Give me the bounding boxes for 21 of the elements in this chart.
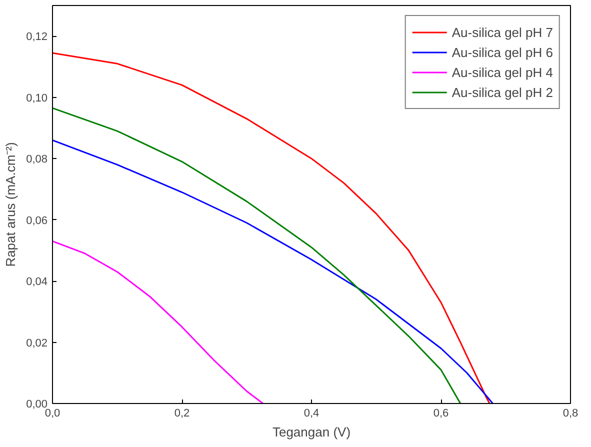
y-tick-label: 0,10 xyxy=(26,92,48,104)
legend-label: Au-silica gel pH 6 xyxy=(452,44,553,60)
y-tick-label: 0,08 xyxy=(26,154,48,166)
x-tick-label: 0,8 xyxy=(562,408,578,420)
x-tick-label: 0,2 xyxy=(174,408,190,420)
x-tick-label: 0,6 xyxy=(433,408,449,420)
y-tick-label: 0,00 xyxy=(26,398,48,410)
line-series xyxy=(52,107,462,404)
y-tick-label: 0,02 xyxy=(26,337,48,350)
y-tick-label: 0,12 xyxy=(26,31,48,44)
x-axis-title: Tegangan (V) xyxy=(272,424,351,440)
line-series xyxy=(52,139,494,404)
y-tick-label: 0,06 xyxy=(26,214,48,227)
y-tick-label: 0,04 xyxy=(26,276,48,288)
x-tick-label: 0,4 xyxy=(304,408,320,420)
legend-label: Au-silica gel pH 2 xyxy=(452,84,553,100)
y-axis-title: Rapat arus (mA.cm⁻²) xyxy=(3,142,18,267)
legend-label: Au-silica gel pH 4 xyxy=(452,64,553,80)
legend-label: Au-silica gel pH 7 xyxy=(452,24,553,40)
line-series xyxy=(52,240,264,404)
x-tick-label: 0,0 xyxy=(44,408,60,420)
